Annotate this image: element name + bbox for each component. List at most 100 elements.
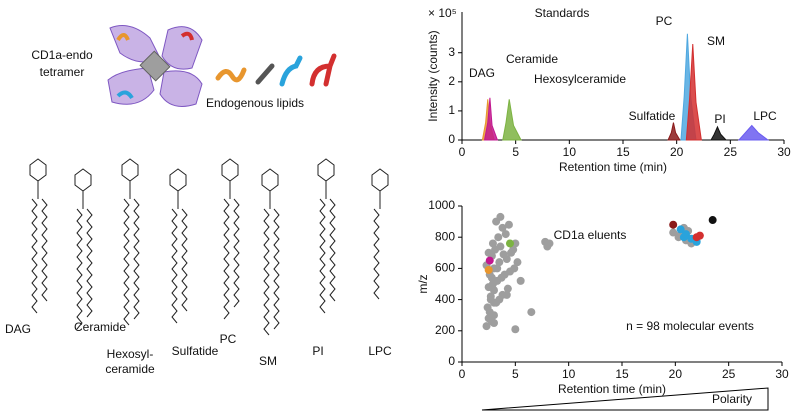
head-group <box>371 168 389 209</box>
data-point <box>708 216 717 225</box>
x-tick-label: 15 <box>615 367 629 381</box>
lipid-class-label: Sulfatide <box>172 344 219 358</box>
data-point <box>490 319 498 327</box>
peak <box>710 125 728 141</box>
peak <box>667 122 681 141</box>
lipid-class-label: SM <box>259 354 277 368</box>
lipid-class-label: PI <box>312 344 323 358</box>
x-tick-label: 0 <box>459 367 466 381</box>
lipid-class-label: Hexosyl- <box>107 347 154 361</box>
y-tick-label: 1000 <box>428 198 455 212</box>
data-point <box>501 230 510 239</box>
lipid-class-label: LPC <box>368 344 392 358</box>
y-tick-label: 1 <box>448 103 455 117</box>
acyl-chain <box>86 208 93 318</box>
data-point <box>493 264 502 273</box>
acyl-chain <box>273 208 280 330</box>
head-group <box>121 158 139 199</box>
data-point <box>504 220 513 229</box>
data-point <box>484 248 493 257</box>
acyl-chain <box>133 198 140 320</box>
head-group <box>261 168 279 209</box>
x-tick-label: 30 <box>777 145 791 159</box>
x-tick-label: 25 <box>724 145 738 159</box>
y-tick-label: 3 <box>448 45 455 59</box>
y-tick-label: 800 <box>435 229 455 243</box>
tetramer-cartoon <box>107 25 203 107</box>
y-tick-label: 600 <box>435 261 455 275</box>
data-point <box>516 276 525 285</box>
data-point <box>487 273 496 282</box>
data-point <box>511 325 520 334</box>
y-axis-label: m/z <box>416 274 430 293</box>
acyl-chain <box>181 208 188 312</box>
tetramer-label: CD1a-endo <box>31 48 93 62</box>
head-group <box>29 158 47 199</box>
data-point <box>498 223 507 232</box>
lipid-class-label: PC <box>220 332 237 346</box>
data-point <box>484 265 493 274</box>
lipid-class-label: Ceramide <box>74 320 126 334</box>
acyl-chain <box>41 198 48 302</box>
data-point <box>503 284 512 293</box>
data-point <box>495 258 504 267</box>
data-point <box>488 239 497 248</box>
lipid-class-label: DAG <box>5 322 31 336</box>
annotation: n = 98 molecular events <box>626 319 754 333</box>
data-point <box>506 239 514 248</box>
acyl-chain <box>233 198 240 308</box>
data-point <box>669 228 678 237</box>
x-tick-label: 0 <box>459 145 466 159</box>
peak-label: PI <box>714 112 725 126</box>
acyl-chain <box>31 198 38 314</box>
peak-label: Hexosylceramide <box>534 72 626 86</box>
data-point <box>682 230 690 239</box>
peak-label: SM <box>707 34 725 48</box>
polarity-wedge <box>481 387 769 411</box>
acyl-chain <box>329 198 336 302</box>
peak <box>685 43 702 141</box>
x-tick-label: 10 <box>563 145 577 159</box>
data-point <box>543 242 552 251</box>
x-tick-label: 20 <box>669 367 683 381</box>
lipid-icons <box>215 53 337 87</box>
data-point <box>669 220 678 229</box>
data-point <box>527 308 536 317</box>
peak-label: Ceramide <box>506 52 558 66</box>
peak-label: PC <box>656 14 673 28</box>
y-multiplier: × 10⁵ <box>428 6 457 20</box>
acyl-chain <box>123 198 130 326</box>
peak-label: DAG <box>469 66 495 80</box>
acyl-chain <box>263 208 270 336</box>
head-group <box>221 158 239 199</box>
data-point <box>695 231 704 240</box>
tetramer-label: tetramer <box>40 65 85 79</box>
head-group <box>169 168 187 209</box>
x-tick-label: 30 <box>775 367 789 381</box>
acyl-chain <box>171 208 178 324</box>
data-point <box>496 212 505 221</box>
peak-label: Sulfatide <box>629 109 676 123</box>
acyl-chain <box>76 208 83 330</box>
data-point <box>483 303 492 312</box>
data-point <box>496 242 505 251</box>
acyl-chain <box>223 198 230 320</box>
chart-title: CD1a eluents <box>554 228 627 242</box>
peak <box>502 99 522 141</box>
y-tick-label: 0 <box>448 132 455 146</box>
peak-label: LPC <box>753 109 777 123</box>
data-point <box>513 258 522 267</box>
y-tick-label: 400 <box>435 292 455 306</box>
x-axis-label: Retention time (min) <box>558 382 666 396</box>
data-point <box>485 256 494 265</box>
chart-title: Standards <box>535 6 590 20</box>
y-tick-label: 2 <box>448 74 455 88</box>
peak <box>737 124 770 141</box>
x-tick-label: 5 <box>512 367 519 381</box>
data-point <box>502 290 511 299</box>
data-point <box>482 322 491 331</box>
data-point <box>499 250 508 259</box>
x-tick-label: 20 <box>670 145 684 159</box>
head-group <box>317 158 335 199</box>
